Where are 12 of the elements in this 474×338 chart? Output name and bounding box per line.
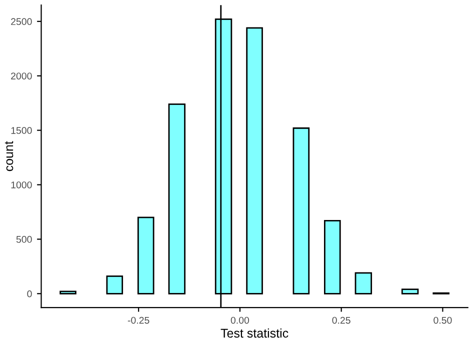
y-tick-label: 2500: [11, 18, 32, 26]
x-axis-title: Test statistic: [220, 328, 288, 338]
x-tick-label: 0.00: [230, 316, 250, 324]
y-axis-title: count: [4, 141, 14, 172]
y-tick-label: 1500: [11, 127, 32, 134]
x-tick-label: -0.25: [128, 316, 150, 324]
y-tick-label: 0: [27, 290, 32, 298]
y-tick-label: 1000: [11, 181, 32, 188]
x-tick-label: 0.50: [434, 316, 452, 324]
y-tick-label: 2000: [11, 72, 32, 80]
x-tick-label: 0.25: [332, 316, 350, 324]
y-tick-label: 500: [16, 236, 32, 243]
